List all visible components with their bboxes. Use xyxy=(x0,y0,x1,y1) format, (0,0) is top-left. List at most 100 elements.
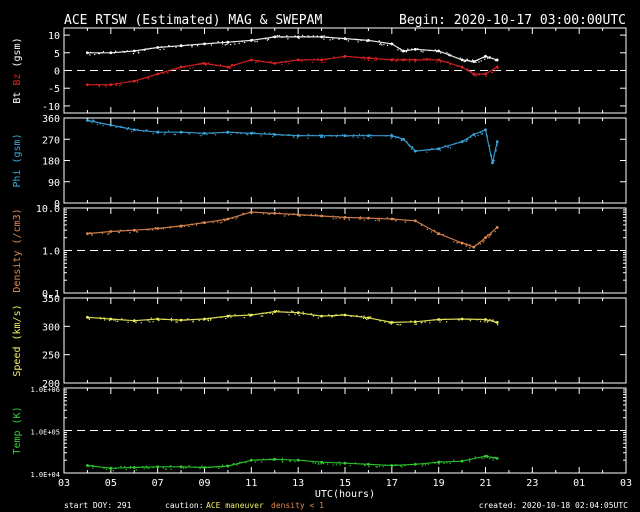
series-point xyxy=(198,319,200,322)
series-point xyxy=(152,321,154,323)
series-point xyxy=(405,219,407,221)
data-point xyxy=(203,42,206,46)
series-point xyxy=(426,57,428,60)
series-point xyxy=(469,319,472,321)
series-point xyxy=(230,67,232,69)
series-point xyxy=(492,160,494,162)
series-point xyxy=(489,56,491,58)
series-point xyxy=(421,223,423,225)
series-point xyxy=(137,81,139,84)
series-point xyxy=(339,217,341,220)
data-point xyxy=(402,58,405,62)
series-point xyxy=(211,132,213,134)
series-point xyxy=(136,231,138,233)
series-point xyxy=(231,131,233,134)
y-axis-label: Temp (K) xyxy=(12,406,23,454)
series-point xyxy=(285,213,287,215)
series-point xyxy=(94,53,96,56)
series-point xyxy=(311,215,313,217)
series-point xyxy=(323,463,325,465)
series-point xyxy=(328,314,330,316)
y-tick-label: 90 xyxy=(48,178,60,189)
series-point xyxy=(206,133,208,136)
series-point xyxy=(469,461,471,463)
series-point xyxy=(400,139,402,141)
series-point xyxy=(400,140,402,142)
series-point xyxy=(466,59,468,61)
series-point xyxy=(325,36,328,38)
data-point xyxy=(296,458,300,462)
series-point xyxy=(407,144,409,146)
data-point xyxy=(343,37,347,40)
y-tick-label: -10 xyxy=(42,102,60,113)
series-point xyxy=(378,220,380,222)
series-point xyxy=(93,119,95,122)
series-point xyxy=(108,232,110,235)
series-point xyxy=(332,215,334,217)
series-point xyxy=(293,136,295,138)
series-point xyxy=(362,134,364,136)
series-point xyxy=(321,61,323,63)
series-point xyxy=(124,51,126,53)
series-point xyxy=(169,227,171,229)
caution-label: caution: xyxy=(165,501,204,510)
series-point xyxy=(286,311,288,313)
series-point xyxy=(378,465,381,468)
data-point xyxy=(273,133,277,136)
data-point xyxy=(226,40,230,44)
y-tick-label: 5 xyxy=(54,49,60,60)
series-point xyxy=(238,42,240,44)
series-point xyxy=(128,229,130,231)
data-point xyxy=(495,457,499,460)
series-point xyxy=(272,36,274,38)
series-point xyxy=(119,229,122,231)
series-point xyxy=(336,134,339,136)
series-point xyxy=(140,322,142,324)
data-point xyxy=(367,39,370,42)
series-point xyxy=(208,62,210,64)
series-point xyxy=(149,321,151,323)
y-tick-label: 350 xyxy=(42,294,60,305)
series-point xyxy=(146,129,148,131)
series-point xyxy=(446,462,448,464)
series-point xyxy=(359,216,361,218)
series-point xyxy=(287,134,289,136)
series-point xyxy=(115,467,117,470)
series-point xyxy=(363,315,365,317)
series-point xyxy=(272,459,274,461)
series-point xyxy=(276,310,278,312)
series-point xyxy=(436,61,438,63)
series-point xyxy=(338,461,340,463)
series-point xyxy=(434,462,436,464)
series-point xyxy=(467,138,469,140)
series-point xyxy=(175,68,177,70)
series-point xyxy=(129,467,131,469)
series-point xyxy=(406,141,408,143)
series-point xyxy=(317,214,319,216)
series-point xyxy=(481,131,483,133)
series-point xyxy=(375,56,377,58)
series-point xyxy=(197,45,199,47)
series-point xyxy=(276,36,278,38)
series-point xyxy=(478,74,480,76)
series-point xyxy=(415,323,418,325)
series-point xyxy=(487,320,489,322)
series-point xyxy=(119,85,121,87)
series-point xyxy=(319,136,322,138)
series-point xyxy=(144,48,146,50)
series-point xyxy=(378,40,380,42)
data-point xyxy=(109,51,113,55)
data-point xyxy=(413,462,417,466)
data-point xyxy=(367,316,370,320)
series-point xyxy=(230,64,232,66)
data-point xyxy=(460,140,464,144)
series-point xyxy=(332,218,334,220)
data-point xyxy=(203,221,206,225)
series-point xyxy=(209,132,211,134)
series-point xyxy=(358,217,360,219)
series-point xyxy=(301,61,303,63)
data-point xyxy=(273,62,277,65)
series-point xyxy=(303,460,305,462)
series-point xyxy=(478,242,480,244)
series-point xyxy=(184,319,187,321)
